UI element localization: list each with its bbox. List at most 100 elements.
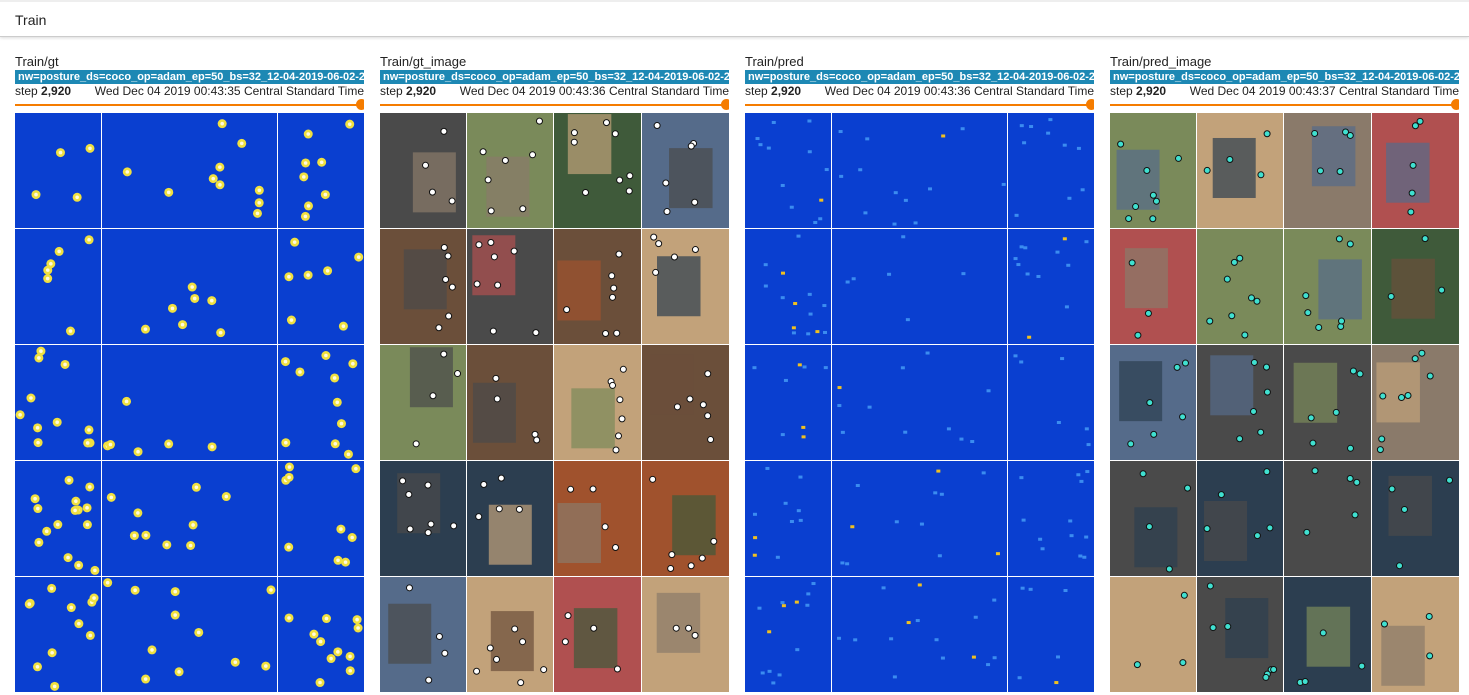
heat-cell — [791, 326, 796, 330]
keypoint — [609, 293, 617, 301]
keypoint — [1346, 475, 1354, 483]
keypoint — [517, 679, 525, 687]
keypoint — [480, 480, 488, 488]
keypoint — [614, 432, 622, 440]
heat-core — [306, 204, 311, 208]
heat-core — [312, 632, 316, 636]
photo-shade — [1386, 142, 1430, 203]
keypoint — [532, 329, 540, 337]
keypoint — [448, 197, 456, 205]
keypoint — [1426, 372, 1434, 380]
heat-core — [332, 376, 337, 380]
heat-cell — [818, 217, 823, 221]
heat-cell — [783, 501, 788, 505]
heat-cell — [913, 221, 918, 225]
heat-core — [50, 650, 54, 655]
step-slider[interactable] — [15, 104, 358, 106]
keypoint — [704, 412, 712, 420]
heat-core — [87, 485, 92, 489]
keypoint — [475, 513, 483, 521]
keypoint — [1311, 467, 1319, 475]
heat-core — [49, 261, 53, 266]
tile — [745, 113, 831, 228]
heat-cell — [986, 389, 991, 393]
heat-cell — [839, 174, 844, 178]
keypoint — [699, 401, 707, 409]
header-title: Train — [15, 12, 47, 28]
heat-core — [287, 465, 292, 469]
heat-core — [190, 285, 194, 289]
keypoint — [1206, 582, 1214, 590]
heat-cell — [959, 437, 964, 441]
heat-core — [347, 122, 352, 126]
tile — [15, 113, 101, 228]
heat-cell — [780, 433, 785, 437]
heat-cell — [973, 615, 978, 619]
heat-core — [306, 132, 311, 136]
step-slider[interactable] — [380, 104, 723, 106]
heat-cell — [837, 636, 842, 640]
heat-cell — [1028, 587, 1033, 591]
heat-core — [180, 322, 185, 327]
keypoint — [1349, 367, 1357, 375]
step-label: step — [745, 84, 768, 98]
run-name: nw=posture_ds=coco_op=adam_ep=50_bs=32_1… — [380, 70, 729, 84]
step-slider[interactable] — [1110, 104, 1453, 106]
heat-core — [355, 617, 359, 622]
keypoint — [1335, 235, 1343, 243]
keypoint — [1236, 435, 1244, 443]
heat-cell — [858, 168, 863, 172]
keypoint — [440, 127, 448, 135]
keypoint — [1356, 370, 1364, 378]
keypoint — [1301, 678, 1309, 686]
heat-core — [303, 161, 308, 165]
image-card: Train/pred nw=posture_ds=coco_op=adam_ep=… — [745, 52, 1094, 695]
keypoint — [1332, 408, 1340, 416]
keypoint — [1125, 215, 1133, 223]
heat-cell — [811, 582, 816, 586]
keypoint — [1418, 349, 1426, 357]
heat-core — [55, 420, 59, 424]
heat-cell — [1062, 143, 1067, 147]
heat-core — [339, 527, 343, 531]
slider-knob[interactable] — [356, 99, 364, 110]
heat-cell — [1056, 655, 1061, 659]
tile — [278, 229, 364, 344]
keypoint — [535, 117, 543, 125]
keypoint — [1263, 130, 1271, 138]
photo-shade — [1306, 606, 1351, 667]
slider-knob[interactable] — [1086, 99, 1094, 110]
keypoint — [1446, 476, 1454, 484]
photo-shade — [1212, 137, 1256, 198]
step-label: step — [380, 84, 403, 98]
image-card: Train/pred_image nw=posture_ds=coco_op=ad… — [1110, 52, 1459, 695]
heat-core — [143, 677, 148, 681]
heat-cell — [767, 669, 772, 673]
keypoint — [487, 238, 495, 246]
heat-cell — [794, 600, 799, 604]
keypoint — [1133, 661, 1141, 669]
keypoint — [531, 430, 539, 438]
photo-shade — [650, 354, 694, 415]
heat-cell — [807, 292, 812, 296]
heat-cell — [992, 598, 997, 602]
keypoint — [1408, 189, 1416, 197]
heat-cell — [992, 656, 997, 660]
heat-cell — [801, 425, 806, 429]
heat-cell — [798, 518, 803, 522]
photo-shade — [1391, 258, 1435, 319]
heat-core — [29, 396, 33, 400]
step-slider[interactable] — [745, 104, 1088, 106]
heat-cell — [819, 198, 824, 202]
image — [745, 113, 1094, 695]
keypoint — [497, 474, 505, 482]
slider-knob[interactable] — [721, 99, 729, 110]
slider-knob[interactable] — [1451, 99, 1459, 110]
tile — [1008, 113, 1094, 228]
header: Train — [0, 0, 1469, 37]
photo-shade — [488, 504, 532, 565]
heat-cell — [1019, 245, 1024, 249]
keypoint — [1379, 392, 1387, 400]
keypoint — [519, 205, 527, 213]
keypoint — [1152, 197, 1160, 205]
